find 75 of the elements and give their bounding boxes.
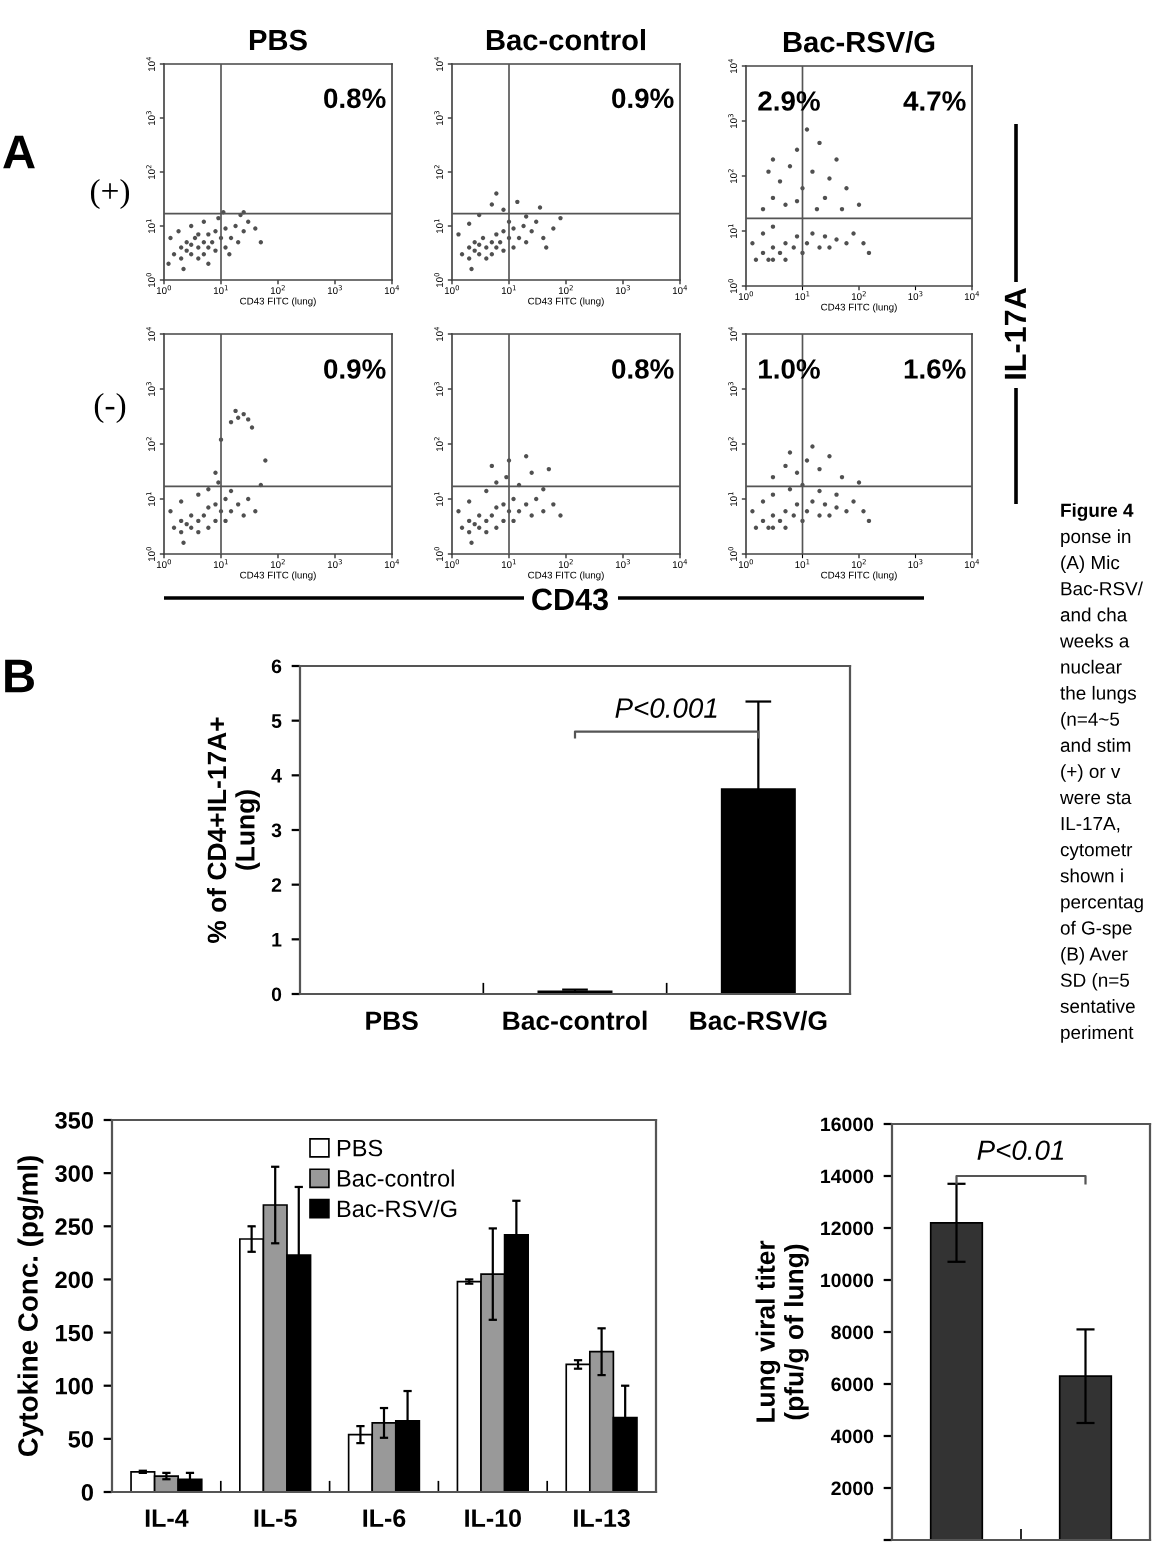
annotation: P<0.001 [615, 698, 717, 718]
y-tick-label: 0 [271, 987, 282, 1002]
x-tick-label: Bac-control [503, 1010, 647, 1031]
text: (n=4~5 [1061, 712, 1120, 730]
y-tick-label: 4 [271, 769, 282, 783]
y-tick-label: 1 [272, 933, 282, 947]
text: SD (n=5 [1060, 973, 1130, 991]
y-tick-label: 12000 [821, 1221, 874, 1236]
y-tick-label: 50 [68, 1430, 93, 1448]
x-tick-label: IL-4 [145, 1509, 189, 1527]
chart-title: PBS [249, 29, 307, 51]
text: the lungs [1060, 685, 1136, 704]
annotation: 4.7% [903, 91, 966, 111]
x-tick-label: IL-10 [465, 1509, 521, 1528]
text: sentative [1060, 999, 1135, 1013]
y-tick-label: 6 [271, 659, 282, 674]
x-tick-label: IL-13 [574, 1509, 630, 1528]
x-tick-label: IL-5 [254, 1509, 297, 1528]
y-tick-label: 150 [56, 1324, 93, 1342]
y-tick-label: 6000 [831, 1377, 874, 1392]
y-tick-label: 8000 [831, 1325, 874, 1340]
text: periment [1061, 1025, 1134, 1043]
annotation: 1.6% [904, 359, 966, 379]
text: percentag [1061, 896, 1143, 913]
text: and stim [1060, 738, 1131, 752]
text: shown i [1060, 868, 1123, 883]
text: Bac-RSV/ [1061, 581, 1143, 596]
y-tick-label: 2000 [831, 1481, 874, 1496]
chart-title: Bac-RSV/G [783, 30, 935, 53]
legend-label: PBS [337, 1139, 383, 1157]
text: of G-spe [1060, 920, 1132, 939]
annotation: 0.9% [612, 88, 674, 109]
text: and cha [1060, 607, 1128, 622]
text: IL-17A [1004, 288, 1026, 379]
legend-label: Bac-RSV/G [337, 1199, 457, 1218]
text: (+) or v [1061, 764, 1121, 782]
y-tick-label: 300 [55, 1165, 93, 1182]
y-tick-label: 200 [55, 1271, 93, 1289]
text: cytometr [1060, 843, 1133, 861]
text: (A) Mic [1061, 555, 1120, 573]
text: (-) [94, 392, 126, 424]
chart-title: Bac-control [486, 28, 645, 51]
text: nuclear [1061, 659, 1122, 674]
annotation: 0.8% [612, 359, 674, 379]
y-tick-label: 10000 [821, 1273, 874, 1288]
x-tick-label: IL-6 [363, 1509, 406, 1528]
y-tick-label: 14000 [821, 1169, 874, 1184]
y-tick-label: 16000 [821, 1117, 874, 1132]
annotation: 0.9% [324, 359, 386, 379]
text: A [3, 135, 35, 169]
text: CD43 [532, 588, 608, 611]
text: were sta [1059, 791, 1132, 805]
text: B [5, 659, 34, 693]
text: ponse in [1061, 529, 1131, 547]
text: (B) Aver [1061, 946, 1128, 965]
y-tick-label: 0 [81, 1484, 93, 1501]
x-tick-label: Bac-RSV/G [690, 1010, 827, 1031]
y-axis-title: Lung viral titer (pfu/g of lung) [755, 1240, 809, 1422]
y-tick-label: 2 [271, 878, 282, 892]
legend-label: Bac-control [337, 1169, 454, 1187]
y-tick-label: 4000 [830, 1429, 874, 1444]
annotation: P<0.01 [977, 1140, 1064, 1161]
text: weeks a [1059, 633, 1130, 648]
annotation: 0.8% [324, 88, 386, 109]
y-tick-label: 250 [55, 1218, 93, 1236]
y-tick-label: 100 [56, 1377, 93, 1395]
y-tick-label: 350 [55, 1112, 93, 1129]
text: IL-17A, [1061, 817, 1120, 833]
y-axis-title: % of CD4+IL-17A+ (Lung) [206, 717, 261, 943]
y-tick-label: 3 [271, 823, 282, 838]
caption: Figure 4 [1061, 503, 1134, 521]
y-tick-label: 5 [271, 714, 282, 728]
text: (+) [90, 178, 130, 210]
y-axis-title: Cytokine Conc. (pg/ml) [17, 1156, 44, 1457]
x-tick-label: PBS [366, 1011, 418, 1031]
